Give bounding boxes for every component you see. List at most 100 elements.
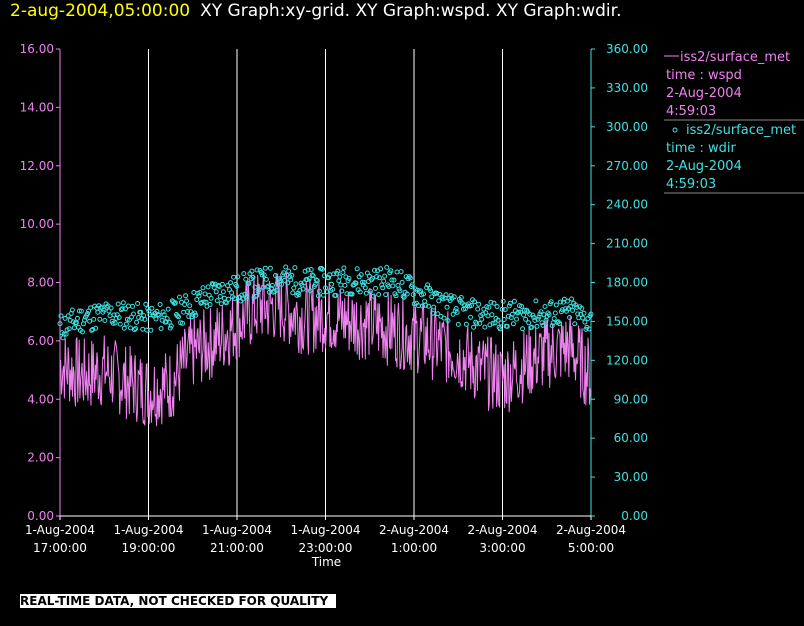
right-y-tick-label: 360.00: [606, 42, 648, 56]
wdir-point: [421, 291, 426, 297]
wdir-point: [229, 290, 235, 296]
wdir-point: [455, 321, 461, 327]
legend-wdir-time: 4:59:03: [666, 177, 716, 192]
wdir-point: [330, 286, 336, 292]
wdir-point: [526, 320, 532, 326]
legend-wspd-time: 4:59:03: [666, 104, 716, 119]
wdir-point: [164, 316, 170, 322]
wdir-point: [122, 306, 128, 312]
wdir-point: [336, 278, 342, 284]
x-tick-label-time: 5:00:00: [568, 541, 614, 555]
wdir-point: [497, 326, 503, 332]
left-y-tick-label: 8.00: [27, 276, 54, 290]
wdir-point: [288, 277, 294, 283]
wdir-point: [130, 303, 135, 309]
right-y-tick-label: 180.00: [606, 276, 648, 290]
wdir-point: [165, 306, 171, 312]
wdir-point: [410, 292, 416, 298]
wdir-point: [482, 324, 488, 330]
wdir-point: [363, 290, 369, 296]
wdir-point: [426, 303, 432, 309]
wdir-point: [391, 277, 397, 283]
x-tick-label-time: 1:00:00: [391, 541, 437, 555]
wdir-point: [193, 312, 199, 318]
wdir-point: [378, 266, 384, 272]
wdir-point: [318, 265, 324, 271]
wdir-point: [267, 265, 273, 271]
wdir-point: [183, 293, 189, 299]
graph-title-bar: 2-aug-2004,05:00:00 XY Graph:xy-grid. XY …: [10, 1, 621, 21]
wdir-point: [107, 313, 113, 319]
wdir-point: [479, 316, 485, 322]
wdir-point: [201, 299, 207, 305]
wdir-point: [134, 319, 140, 325]
wdir-point: [223, 300, 229, 306]
wdir-point: [373, 285, 378, 291]
wdir-point: [209, 281, 215, 287]
wdir-point: [58, 313, 64, 319]
legend-wspd-date: 2-Aug-2004: [666, 86, 742, 101]
wdir-point: [407, 275, 413, 281]
wdir-point: [307, 288, 313, 294]
wdir-point: [475, 306, 481, 312]
wdir-point: [515, 310, 520, 316]
wdir-point: [226, 296, 231, 302]
wdir-point: [516, 309, 521, 315]
wdir-point: [370, 275, 375, 281]
wdir-point: [420, 303, 425, 309]
right-y-tick-label: 30.00: [614, 470, 648, 484]
wdir-point: [563, 306, 568, 312]
wdir-point: [371, 293, 376, 299]
wdir-point: [306, 276, 312, 282]
wdir-point: [579, 305, 585, 311]
right-y-tick-label: 270.00: [606, 159, 648, 173]
left-y-tick-label: 12.00: [20, 159, 54, 173]
wdir-point: [425, 282, 431, 288]
wdir-point: [441, 315, 447, 321]
x-tick-label-date: 1-Aug-2004: [202, 523, 272, 537]
wdir-point: [177, 294, 182, 300]
wdir-point: [349, 291, 355, 297]
wdir-point: [172, 300, 178, 306]
wdir-point: [504, 323, 510, 329]
wdir-point: [556, 321, 562, 327]
wdir-point: [423, 302, 429, 308]
x-tick-label-date: 1-Aug-2004: [25, 523, 95, 537]
wdir-point: [548, 299, 554, 305]
wdir-point: [73, 320, 79, 326]
wdir-point: [259, 272, 265, 278]
wdir-point: [132, 327, 137, 333]
wdir-point: [120, 300, 126, 306]
wdir-point: [208, 295, 214, 301]
wdir-point: [329, 281, 335, 287]
wdir-point: [231, 274, 237, 280]
wdir-point: [117, 321, 123, 327]
wdir-point: [74, 315, 80, 321]
wdir-point: [341, 265, 347, 271]
wdir-point: [312, 282, 318, 287]
wdir-point: [89, 327, 95, 333]
grid-layer: [148, 49, 503, 516]
wdir-point: [219, 281, 225, 287]
wdir-point: [136, 315, 142, 320]
wdir-point: [499, 306, 505, 312]
wdir-point: [498, 320, 504, 326]
wdir-point: [518, 309, 523, 315]
right-y-tick-label: 0.00: [621, 509, 648, 523]
right-y-tick-label: 330.00: [606, 81, 648, 95]
wdir-point: [143, 301, 149, 307]
wdir-point: [186, 314, 192, 319]
wdir-point: [377, 275, 383, 281]
x-tick-label-time: 21:00:00: [210, 541, 264, 555]
wdir-point: [135, 301, 141, 306]
wdir-point: [62, 315, 68, 321]
wdir-point: [218, 301, 224, 307]
wdir-point: [485, 313, 491, 319]
wdir-point: [519, 303, 525, 309]
wdir-point: [300, 286, 306, 292]
wdir-point: [399, 279, 405, 285]
wdir-point: [380, 285, 386, 291]
wdir-point: [494, 304, 500, 309]
left-y-tick-label: 16.00: [20, 42, 54, 56]
wdir-point: [314, 278, 320, 284]
